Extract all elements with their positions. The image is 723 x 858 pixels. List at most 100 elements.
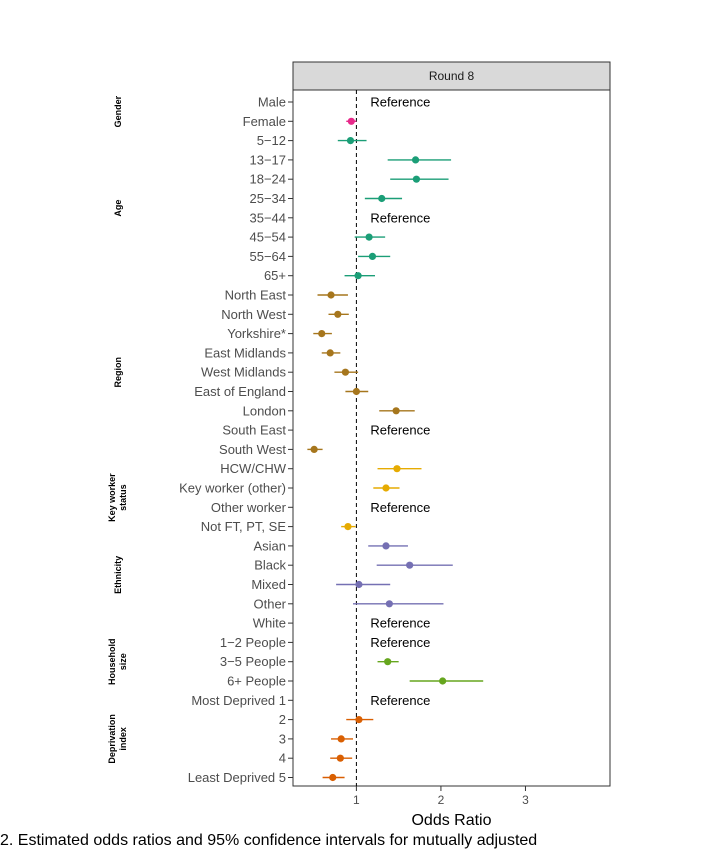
- row-label: North West: [221, 307, 286, 322]
- or-point: [368, 252, 377, 260]
- row-label: 6+ People: [227, 674, 286, 689]
- row-label: West Midlands: [201, 365, 287, 380]
- group-labels: Gender Age Region Key workerstatus Ethnicity…: [107, 95, 128, 763]
- row-label: 5−12: [257, 133, 286, 148]
- group-label-line: index: [118, 727, 128, 751]
- or-point: [346, 137, 355, 145]
- reference-text: Reference: [370, 635, 430, 650]
- facet-title: Round 8: [429, 69, 475, 83]
- or-point: [327, 291, 335, 299]
- row-label: Least Deprived 5: [188, 770, 286, 785]
- or-point: [326, 349, 334, 357]
- or-point: [365, 233, 373, 241]
- group-label-line: Age: [113, 200, 123, 217]
- or-point: [334, 310, 342, 318]
- row-label: 4: [279, 751, 286, 766]
- or-point: [336, 754, 344, 762]
- or-point: [344, 523, 352, 531]
- row-label: Not FT, PT, SE: [201, 519, 287, 534]
- reference-text: Reference: [370, 500, 430, 515]
- row-label: Key worker (other): [179, 481, 286, 496]
- or-point: [412, 175, 421, 183]
- row-label: Asian: [253, 538, 286, 553]
- or-point: [341, 368, 350, 376]
- row-label: 3: [279, 731, 286, 746]
- row-label: White: [253, 616, 286, 631]
- group-label-line: Ethnicity: [113, 556, 123, 594]
- row-label: Male: [258, 95, 286, 110]
- row-label: 45−54: [249, 230, 286, 245]
- row-label: HCW/CHW: [220, 461, 286, 476]
- or-point: [378, 194, 386, 203]
- group-label-line: Key worker: [107, 473, 117, 522]
- group-label-line: Gender: [113, 95, 123, 127]
- row-label: Most Deprived 1: [191, 693, 286, 708]
- group-label: Ethnicity: [113, 556, 123, 594]
- row-label: South East: [222, 423, 286, 438]
- figure-caption: 2. Estimated odds ratios and 95% confide…: [0, 832, 538, 849]
- reference-text: Reference: [370, 693, 430, 708]
- or-point: [352, 387, 360, 396]
- facet-strip: Round 8: [292, 61, 611, 91]
- or-point: [439, 677, 447, 685]
- x-tick-label: 3: [522, 793, 529, 807]
- x-axis: 1 2 3 Odds Ratio: [353, 786, 529, 829]
- group-label: Key workerstatus: [107, 473, 128, 522]
- row-label: 3−5 People: [220, 654, 286, 669]
- row-label: 55−64: [249, 249, 286, 264]
- reference-text: Reference: [370, 210, 430, 225]
- row-label: East of England: [194, 384, 286, 399]
- row-label: 1−2 People: [220, 635, 286, 650]
- row-label: Mixed: [251, 577, 286, 592]
- or-point: [384, 658, 392, 666]
- or-point: [382, 542, 390, 550]
- x-axis-title: Odds Ratio: [411, 812, 491, 829]
- row-label: Other worker: [211, 500, 287, 515]
- row-label: Black: [254, 558, 286, 573]
- group-label-line: Region: [113, 357, 123, 388]
- forest-rows: Male ReferenceFemale5−1213−1718−2425−3435…: [179, 95, 484, 785]
- panel-border: [292, 89, 611, 787]
- group-label-line: size: [118, 653, 128, 670]
- group-label: Gender: [113, 95, 123, 127]
- row-label: London: [243, 403, 286, 418]
- group-label-line: Deprivation: [107, 714, 117, 764]
- reference-text: Reference: [370, 616, 430, 631]
- or-point: [385, 600, 393, 608]
- x-tick-label: 2: [438, 793, 445, 807]
- row-label: East Midlands: [204, 345, 286, 360]
- or-point: [406, 561, 414, 569]
- row-label: Female: [243, 114, 286, 129]
- row-label: North East: [225, 288, 287, 303]
- reference-text: Reference: [370, 423, 430, 438]
- row-label: 13−17: [249, 152, 286, 167]
- group-label-line: Household: [107, 638, 117, 685]
- group-label: Region: [113, 357, 123, 388]
- group-label: Deprivationindex: [107, 714, 128, 764]
- row-label: South West: [219, 442, 286, 457]
- row-label: 35−44: [249, 210, 286, 225]
- or-point: [310, 445, 318, 453]
- or-point: [411, 156, 420, 164]
- or-point: [355, 716, 363, 724]
- row-label: Yorkshire*: [227, 326, 286, 341]
- plot-panel: [292, 89, 611, 787]
- group-label: Householdsize: [107, 638, 128, 685]
- row-label: 65+: [264, 268, 286, 283]
- or-point: [347, 117, 355, 125]
- or-point: [329, 773, 337, 782]
- x-tick-label: 1: [353, 793, 360, 807]
- or-point: [393, 465, 401, 473]
- or-point: [354, 272, 362, 280]
- strip-background: [292, 61, 611, 91]
- row-label: 18−24: [249, 172, 286, 187]
- or-point: [392, 407, 400, 415]
- group-label-line: status: [118, 484, 128, 511]
- or-point: [337, 735, 345, 743]
- row-label: 2: [279, 712, 286, 727]
- or-point: [318, 330, 326, 338]
- or-point: [355, 580, 363, 589]
- reference-text: Reference: [370, 95, 430, 110]
- group-label: Age: [113, 200, 123, 217]
